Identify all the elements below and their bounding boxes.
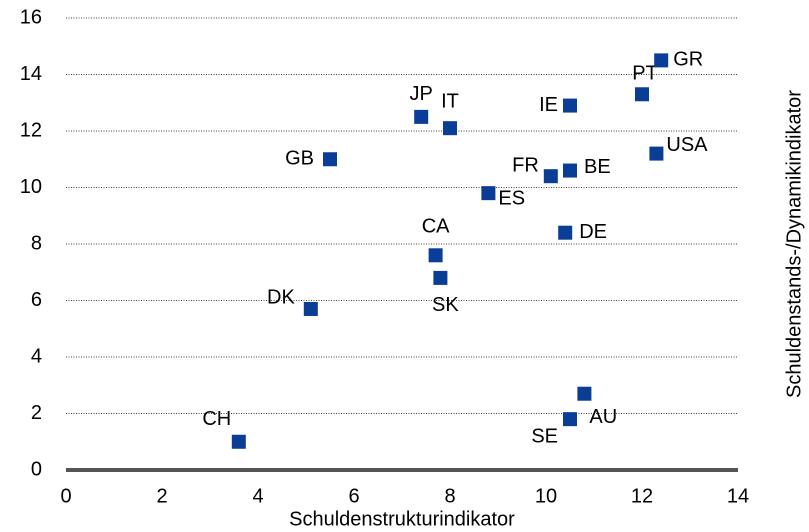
y-tick-label: 2 [31, 402, 42, 424]
point [303, 301, 318, 316]
point-label: GR [673, 49, 703, 71]
point [649, 146, 664, 161]
point [433, 270, 448, 285]
x-tick-label: 8 [444, 485, 455, 507]
x-tick-label: 10 [535, 485, 557, 507]
point-label: CH [202, 408, 231, 430]
point [577, 386, 592, 401]
y-tick-label: 16 [20, 6, 42, 28]
point [558, 225, 573, 240]
point [323, 152, 337, 167]
point [654, 53, 669, 68]
y-tick-label: 8 [31, 232, 42, 254]
point-label: ES [498, 187, 525, 209]
y-tick-label: 10 [20, 176, 42, 198]
x-tick-label: 4 [252, 485, 263, 507]
y-tick-label: 4 [31, 345, 42, 367]
x-axis-label: Schuldenstrukturindikator [289, 508, 515, 530]
point [481, 186, 496, 201]
point [414, 109, 429, 124]
y-tick-label: 12 [20, 119, 42, 141]
y-axis-label: Schuldenstands-/Dynamikindikator [783, 90, 805, 398]
y-tick-label: 6 [31, 289, 42, 311]
point-label: DK [267, 286, 295, 308]
x-tick-label: 12 [631, 485, 653, 507]
x-tick-label: 2 [156, 485, 167, 507]
point-label: SK [432, 294, 459, 316]
point [563, 98, 577, 113]
y-tick-label: 0 [31, 458, 42, 480]
point-label: DE [579, 221, 607, 243]
point-label: FR [512, 154, 539, 176]
point-label: IE [539, 94, 558, 116]
point-label: BE [584, 156, 611, 178]
point-label: CA [422, 216, 450, 238]
point-label: SE [531, 425, 558, 447]
point [428, 248, 443, 263]
point [635, 87, 649, 102]
point [231, 434, 246, 449]
point [563, 163, 577, 178]
point [443, 121, 457, 136]
point [543, 169, 558, 184]
point-label: USA [666, 134, 708, 156]
point-label: JP [410, 83, 433, 105]
point-label: GB [285, 148, 314, 170]
x-tick-label: 6 [348, 485, 359, 507]
x-tick-label: 0 [60, 485, 71, 507]
y-tick-label: 14 [20, 63, 42, 85]
point-label: IT [441, 90, 459, 112]
point [563, 412, 577, 427]
point-label: PT [632, 63, 658, 85]
x-tick-label: 14 [727, 485, 749, 507]
point-label: AU [589, 406, 617, 428]
